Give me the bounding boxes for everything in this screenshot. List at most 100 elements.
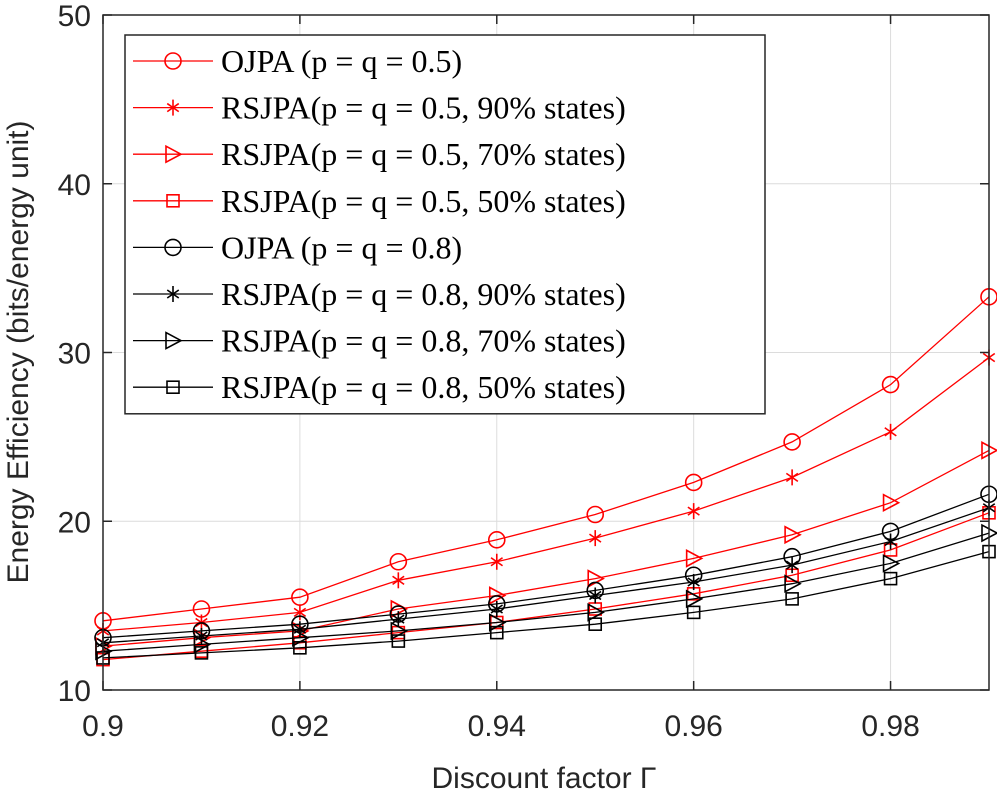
asterisk-stroke xyxy=(490,557,503,567)
y-tick-label: 20 xyxy=(58,506,91,539)
y-axis-label: Energy Efficiency (bits/energy unit) xyxy=(2,121,35,584)
asterisk-stroke xyxy=(884,427,897,437)
data-point-triangle-right xyxy=(685,589,704,609)
asterisk-stroke xyxy=(589,590,602,601)
data-point-asterisk xyxy=(490,553,503,570)
legend-label: RSJPA(p = q = 0.8, 90% states) xyxy=(221,276,626,312)
data-point-asterisk xyxy=(687,503,700,520)
data-point-square xyxy=(785,592,799,606)
data-point-circle xyxy=(783,433,801,451)
y-tick-label: 30 xyxy=(58,338,91,371)
data-point-triangle-right xyxy=(882,554,901,573)
data-point-triangle-right xyxy=(587,603,605,622)
x-tick-label: 0.98 xyxy=(861,710,919,743)
series-line xyxy=(102,296,990,622)
asterisk-marker xyxy=(166,286,180,302)
data-point-triangle-right xyxy=(685,549,704,568)
x-tick-label: 0.92 xyxy=(271,710,329,743)
data-point-square xyxy=(194,646,209,660)
data-point-circle xyxy=(586,505,605,524)
legend-label: RSJPA(p = q = 0.8, 50% states) xyxy=(221,369,626,405)
legend-entry: OJPA (p = q = 0.5) xyxy=(133,43,462,79)
legend-entry: RSJPA(p = q = 0.8, 90% states) xyxy=(133,276,626,312)
data-point-circle xyxy=(487,531,506,549)
legend-entry: OJPA (p = q = 0.8) xyxy=(133,229,462,265)
square-marker xyxy=(166,194,180,208)
series-7 xyxy=(96,544,996,665)
x-tick-label: 0.9 xyxy=(82,710,124,743)
data-point-triangle-right xyxy=(488,586,507,605)
data-point-asterisk xyxy=(785,469,799,486)
legend-label: OJPA (p = q = 0.8) xyxy=(221,229,462,265)
data-point-square xyxy=(588,617,603,631)
series-5 xyxy=(96,499,996,651)
data-point-asterisk xyxy=(490,601,503,617)
legend-label: RSJPA(p = q = 0.5, 50% states) xyxy=(221,183,626,219)
asterisk-stroke xyxy=(166,102,180,113)
legend: OJPA (p = q = 0.5) RSJPA(p = q = 0.5, 90%… xyxy=(124,34,766,415)
legend-label: RSJPA(p = q = 0.5, 70% states) xyxy=(221,136,626,172)
circle-marker xyxy=(164,52,182,70)
x-tick-label: 0.94 xyxy=(468,710,526,743)
data-point-asterisk xyxy=(392,572,405,589)
series-line xyxy=(102,493,990,639)
x-axis-label: Discount factor Γ xyxy=(432,762,657,795)
legend-entry: RSJPA(p = q = 0.5, 50% states) xyxy=(133,183,626,219)
asterisk-marker xyxy=(166,99,180,116)
data-point-circle xyxy=(684,473,703,492)
data-point-asterisk xyxy=(785,557,799,574)
y-tick-label: 40 xyxy=(58,169,91,202)
data-point-asterisk xyxy=(884,533,897,550)
asterisk-stroke xyxy=(293,607,307,618)
data-point-circle xyxy=(389,552,408,571)
y-tick-label: 10 xyxy=(58,675,91,708)
data-point-square xyxy=(489,625,504,640)
asterisk-stroke xyxy=(687,506,700,516)
legend-box xyxy=(124,34,766,415)
y-tick-label: 50 xyxy=(58,0,91,33)
triangle-marker xyxy=(165,144,183,164)
series-line xyxy=(102,532,990,652)
asterisk-stroke xyxy=(490,604,503,614)
series-line xyxy=(102,550,990,659)
legend-label: RSJPA(p = q = 0.5, 90% states) xyxy=(221,90,626,126)
series-line xyxy=(102,449,990,647)
data-point-triangle-right xyxy=(882,493,901,513)
legend-entry: RSJPA(p = q = 0.5, 90% states) xyxy=(133,90,626,126)
legend-entry: RSJPA(p = q = 0.8, 70% states) xyxy=(133,323,626,359)
legend-entry: RSJPA(p = q = 0.8, 50% states) xyxy=(133,369,626,405)
asterisk-stroke xyxy=(785,560,799,570)
data-point-square xyxy=(883,571,898,586)
data-point-square xyxy=(686,605,701,620)
data-point-asterisk xyxy=(589,530,602,547)
series-line xyxy=(102,357,990,632)
data-point-asterisk xyxy=(392,611,405,628)
axis-ticks: 0.9 0.92 0.94 0.96 0.98 10 20 30 40 50 xyxy=(58,0,989,743)
data-point-triangle-right xyxy=(784,525,802,545)
data-point-triangle-right xyxy=(193,635,212,654)
data-point-square xyxy=(391,634,406,648)
legend-entry: RSJPA(p = q = 0.5, 70% states) xyxy=(133,136,626,172)
asterisk-stroke xyxy=(392,575,405,585)
data-point-asterisk xyxy=(589,587,602,604)
triangle-marker xyxy=(165,331,183,350)
asterisk-stroke xyxy=(589,533,602,543)
asterisk-stroke xyxy=(785,472,799,483)
series-layer xyxy=(94,288,997,667)
data-point-asterisk xyxy=(687,574,700,590)
asterisk-stroke xyxy=(884,536,897,547)
series-line xyxy=(102,512,990,661)
data-point-asterisk xyxy=(293,604,307,621)
series-line xyxy=(102,507,990,644)
data-point-triangle-right xyxy=(784,574,802,594)
data-point-square xyxy=(293,641,307,655)
data-point-asterisk xyxy=(884,423,897,440)
circle-marker xyxy=(164,238,182,257)
asterisk-stroke xyxy=(166,289,180,299)
square-marker xyxy=(166,380,180,395)
asterisk-stroke xyxy=(392,614,405,624)
legend-label: OJPA (p = q = 0.5) xyxy=(221,43,462,79)
legend-label: RSJPA(p = q = 0.8, 70% states) xyxy=(221,323,626,359)
data-point-circle xyxy=(881,375,900,394)
